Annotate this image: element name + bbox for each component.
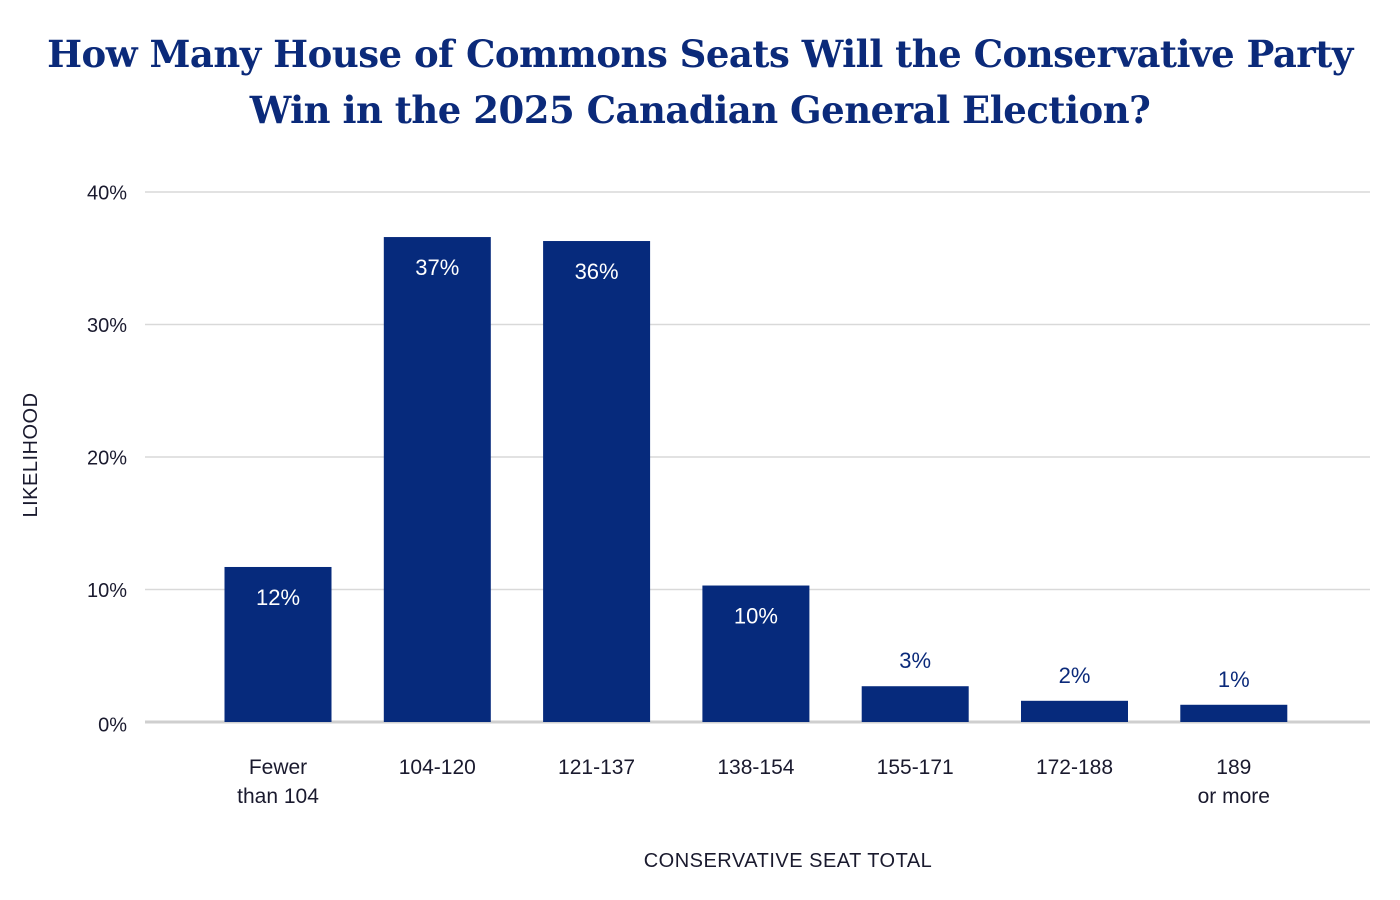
x-tick-label-line: or more	[1198, 785, 1270, 808]
x-tick-label-line: Fewer	[249, 756, 307, 779]
x-axis-title: CONSERVATIVE SEAT TOTAL	[644, 850, 933, 872]
bars	[224, 237, 1288, 723]
data-label: 10%	[734, 604, 778, 629]
data-label: 2%	[1059, 663, 1091, 688]
data-label: 36%	[575, 259, 619, 284]
y-tick-label: 40%	[87, 182, 127, 204]
bar	[702, 585, 810, 722]
x-tick-label: 104-120	[399, 756, 476, 779]
y-tick-label: 30%	[87, 315, 127, 337]
y-axis-title: LIKELIHOOD	[20, 392, 42, 517]
x-tick-label-line: 189	[1216, 756, 1251, 779]
x-tick-label-line: than 104	[237, 785, 319, 808]
x-tick-label: 172-188	[1036, 756, 1113, 779]
x-tick-label: 155-171	[877, 756, 954, 779]
x-tick-label-line: 104-120	[399, 756, 476, 779]
bar	[383, 237, 491, 723]
x-tick-label: 189 or more	[1198, 756, 1270, 808]
x-tick-label-line: 155-171	[877, 756, 954, 779]
x-tick-label-line: 138-154	[717, 756, 794, 779]
x-tick-label: Fewer than 104	[237, 756, 319, 808]
y-tick-label: 10%	[87, 580, 127, 602]
data-label: 1%	[1218, 667, 1250, 692]
bar	[543, 241, 651, 722]
data-label: 37%	[415, 255, 459, 280]
bar	[1021, 700, 1128, 722]
data-label: 3%	[899, 648, 931, 673]
x-tick-label-line: 121-137	[558, 756, 635, 779]
x-tick-label: 138-154	[717, 756, 794, 779]
y-axis-ticks: 0% 10% 20% 30% 40%	[87, 182, 127, 736]
bar	[224, 566, 332, 722]
y-tick-label: 0%	[98, 714, 127, 736]
x-tick-label: 121-137	[558, 756, 635, 779]
bar	[861, 686, 969, 722]
x-axis-categories: Fewer than 104 104-120 121-137 138-154 155-17…	[237, 756, 1270, 808]
chart-title: How Many House of Commons Seats Will the…	[0, 26, 1400, 138]
data-labels: 12% 37% 36% 10% 3% 2% 1%	[256, 255, 1250, 692]
chart-title-line-2: Win in the 2025 Canadian General Electio…	[249, 88, 1151, 132]
chart-title-line-1: How Many House of Commons Seats Will the…	[47, 32, 1353, 76]
x-tick-label-line: 172-188	[1036, 756, 1113, 779]
bar	[1180, 704, 1288, 722]
y-tick-label: 20%	[87, 447, 127, 469]
data-label: 12%	[256, 585, 300, 610]
